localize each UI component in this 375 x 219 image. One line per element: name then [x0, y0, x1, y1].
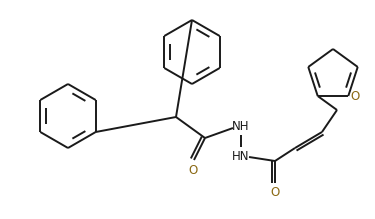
Text: O: O — [270, 187, 280, 200]
Text: O: O — [188, 164, 198, 177]
Text: HN: HN — [232, 150, 250, 164]
Text: NH: NH — [232, 120, 250, 134]
Text: O: O — [351, 90, 360, 102]
